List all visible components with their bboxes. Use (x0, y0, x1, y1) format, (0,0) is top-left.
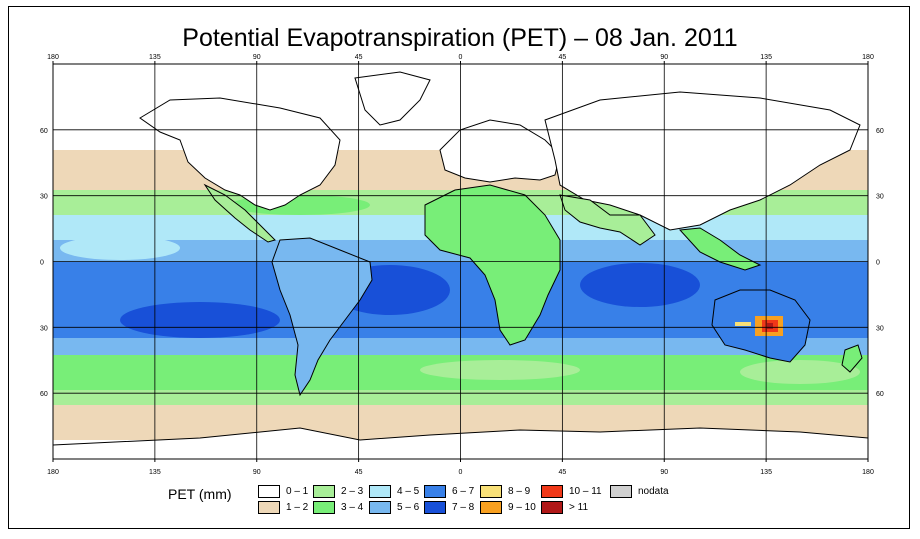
x-tick-label: 180 (862, 54, 874, 61)
y-tick-label: 30 (40, 325, 48, 332)
x-tick-label: 90 (253, 54, 261, 61)
y-tick-label: 0 (876, 260, 880, 267)
x-tick-label: 180 (47, 469, 59, 476)
legend-swatch (480, 485, 502, 498)
legend-swatch (541, 485, 563, 498)
x-tick-label: 45 (558, 54, 566, 61)
x-ticks-top: 180 135 90 45 0 45 90 135 180 (47, 54, 874, 64)
legend-label: nodata (638, 486, 669, 497)
hotspot-yellow (735, 322, 751, 326)
x-tick-label: 180 (862, 469, 874, 476)
x-tick-label: 90 (253, 469, 261, 476)
land-north-america (139, 97, 341, 211)
legend-label: 8 – 9 (508, 486, 531, 497)
land-arabia-india (559, 194, 656, 246)
land-south-america (271, 237, 373, 397)
legend-swatch (313, 485, 335, 498)
legend-label: 1 – 2 (286, 502, 309, 513)
land-europe (439, 119, 561, 183)
legend-item: 8 – 9 (480, 485, 530, 498)
legend-label: 9 – 10 (508, 502, 536, 513)
patch-south-green (420, 360, 580, 380)
x-tick-label: 180 (47, 54, 59, 61)
legend-swatch (424, 501, 446, 514)
y-tick-label: 60 (876, 391, 884, 398)
legend-label: 5 – 6 (397, 502, 420, 513)
x-ticks-bottom: 180 135 90 45 0 45 90 135 180 (47, 459, 874, 476)
legend-item: 2 – 3 (313, 485, 363, 498)
legend-item: 10 – 11 (541, 485, 602, 498)
patch-south-green-2 (740, 360, 860, 384)
y-tick-label: 0 (40, 260, 44, 267)
legend-swatch (258, 485, 280, 498)
legend-item: 4 – 5 (369, 485, 419, 498)
legend-swatch (258, 501, 280, 514)
x-tick-label: 135 (760, 469, 772, 476)
legend-label: 10 – 11 (569, 486, 602, 497)
legend-item: 9 – 10 (480, 501, 536, 514)
legend-label: > 11 (569, 502, 588, 513)
legend-item: > 11 (541, 501, 588, 514)
land-greenland (354, 71, 431, 126)
legend-item: 5 – 6 (369, 501, 419, 514)
legend-label: 2 – 3 (341, 486, 364, 497)
x-tick-label: 45 (355, 54, 363, 61)
land-mexico (203, 183, 276, 243)
y-tick-label: 60 (40, 391, 48, 398)
legend-label: 7 – 8 (452, 502, 475, 513)
legend-swatch (480, 501, 502, 514)
patch-south-pacific (120, 302, 280, 338)
y-ticks-right: 60 30 0 30 60 (876, 128, 884, 398)
x-tick-label: 0 (459, 469, 463, 476)
legend-item: 1 – 2 (258, 501, 308, 514)
legend-label: 4 – 5 (397, 486, 420, 497)
legend-label: 3 – 4 (341, 502, 364, 513)
legend-label: 0 – 1 (286, 486, 309, 497)
x-tick-label: 0 (459, 54, 463, 61)
y-ticks-left: 60 30 0 30 60 (40, 128, 48, 398)
x-tick-label: 45 (558, 469, 566, 476)
legend-item: 7 – 8 (424, 501, 474, 514)
x-tick-label: 135 (760, 54, 772, 61)
x-tick-label: 90 (660, 54, 668, 61)
legend-item: nodata (610, 485, 669, 498)
legend-title: PET (mm) (168, 486, 232, 502)
y-tick-label: 30 (876, 194, 884, 201)
hotspot-darkred (767, 323, 773, 329)
patch-indian-blue (580, 263, 700, 307)
y-tick-label: 30 (876, 325, 884, 332)
legend-item: 6 – 7 (424, 485, 474, 498)
x-tick-label: 45 (355, 469, 363, 476)
legend-swatch (369, 501, 391, 514)
land-southeast-asia (678, 227, 762, 271)
legend-swatch (541, 501, 563, 514)
y-tick-label: 60 (40, 128, 48, 135)
legend-swatch (424, 485, 446, 498)
grid-lines (52, 64, 869, 459)
patch-pacific-light (60, 236, 180, 260)
y-tick-label: 30 (40, 194, 48, 201)
land-new-zealand (841, 344, 863, 373)
map-title: Potential Evapotranspiration (PET) – 08 … (182, 24, 738, 52)
y-tick-label: 60 (876, 128, 884, 135)
legend-item: 0 – 1 (258, 485, 308, 498)
legend-item: 3 – 4 (313, 501, 363, 514)
x-tick-label: 90 (660, 469, 668, 476)
legend-label: 6 – 7 (452, 486, 475, 497)
legend-swatch (610, 485, 632, 498)
legend-swatch (369, 485, 391, 498)
x-tick-label: 135 (149, 54, 161, 61)
x-tick-label: 135 (149, 469, 161, 476)
legend-swatch (313, 501, 335, 514)
